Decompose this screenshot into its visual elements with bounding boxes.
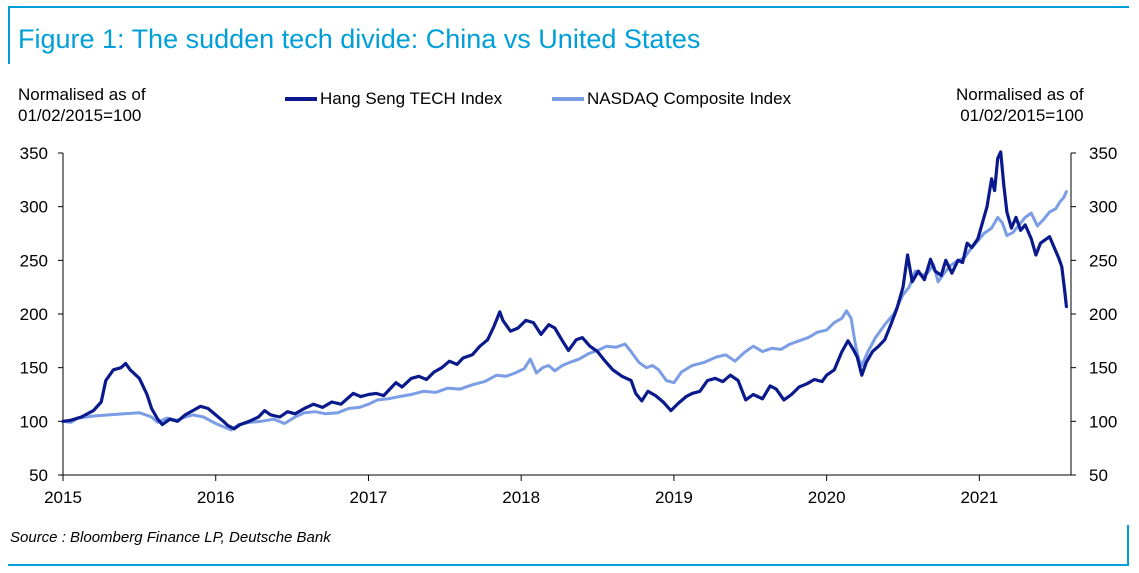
left-axis-title-line-2: 01/02/2015=100 [18,106,142,125]
y-tick-label-left: 50 [29,466,48,485]
legend-item-hang-seng: Hang Seng TECH Index [285,89,502,109]
x-tick-label: 2016 [197,488,235,507]
right-axis-title-line-2: 01/02/2015=100 [960,106,1084,125]
y-tick-label-left: 200 [20,305,48,324]
y-tick-label-right: 50 [1089,466,1108,485]
y-tick-label-left: 150 [20,359,48,378]
left-axis-title: Normalised as of 01/02/2015=100 [18,84,146,126]
frame-left-rule [8,6,10,64]
frame-bottom-rule [8,564,1129,566]
x-tick-label: 2020 [808,488,846,507]
frame-top-rule [8,6,1129,8]
legend-swatch-hang-seng [285,97,317,101]
figure-title: Figure 1: The sudden tech divide: China … [18,24,701,54]
frame-right-rule [1127,525,1129,565]
y-tick-label-left: 100 [20,412,48,431]
legend-label-nasdaq: NASDAQ Composite Index [587,89,792,108]
series-line-nasdaq [61,190,1068,432]
y-tick-label-left: 350 [20,144,48,163]
y-tick-label-left: 250 [20,251,48,270]
x-tick-label: 2018 [502,488,540,507]
legend-item-nasdaq: NASDAQ Composite Index [552,89,791,109]
y-tick-label-right: 350 [1089,144,1117,163]
legend-swatch-nasdaq [552,97,584,101]
y-tick-label-right: 200 [1089,305,1117,324]
y-tick-label-left: 300 [20,198,48,217]
y-tick-label-right: 300 [1089,198,1117,217]
right-axis-title-line-1: Normalised as of [956,85,1084,104]
series-line-hang-seng [61,150,1068,431]
y-tick-label-right: 250 [1089,251,1117,270]
right-axis-title: Normalised as of 01/02/2015=100 [956,84,1084,126]
source-note: Source : Bloomberg Finance LP, Deutsche … [10,529,331,546]
legend-label-hang-seng: Hang Seng TECH Index [320,89,503,108]
left-axis-title-line-1: Normalised as of [18,85,146,104]
x-tick-label: 2021 [960,488,998,507]
y-tick-label-right: 100 [1089,412,1117,431]
y-tick-label-right: 150 [1089,359,1117,378]
x-tick-label: 2019 [655,488,693,507]
x-tick-label: 2017 [350,488,388,507]
x-tick-label: 2015 [44,488,82,507]
